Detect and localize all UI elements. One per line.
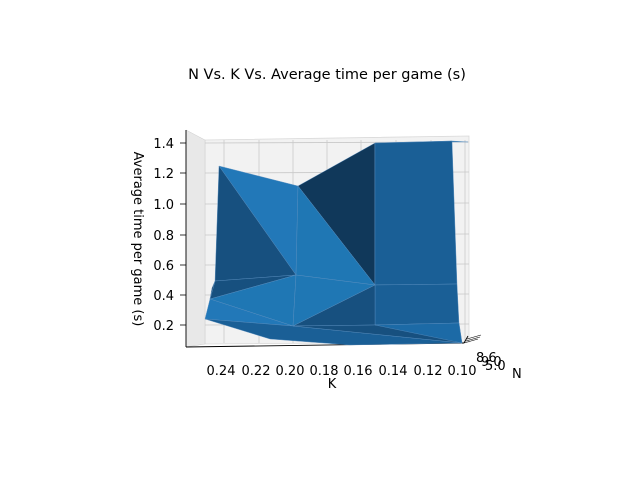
surface-facet: [204, 318, 463, 346]
n-tick-cluster: 9.0: [481, 355, 502, 370]
n-tick-cluster: 5.0: [485, 359, 506, 374]
side-pane: [185, 129, 206, 348]
x-tick-label: 0.18: [310, 364, 339, 379]
x-axis-label: K: [328, 377, 337, 392]
x-tick-label: 0.10: [448, 364, 477, 379]
surface-facet: [374, 322, 463, 344]
z-tick-labels: 0.2 0.4 0.6 0.8 1.0 1.2 1.4: [153, 137, 186, 334]
z-tick-label: 0.4: [153, 289, 174, 304]
x-tick-label: 0.20: [276, 364, 305, 379]
surface-facet: [209, 280, 216, 300]
n-axis-line: [463, 335, 469, 344]
surface-facet: [374, 140, 458, 286]
x-tick-label: 0.24: [207, 364, 236, 379]
x-tick-labels: 0.24 0.22 0.20 0.18 0.16 0.14 0.12 0.10: [207, 364, 477, 379]
chart-title: N Vs. K Vs. Average time per game (s): [188, 67, 466, 83]
x-tick-label: 0.12: [414, 364, 443, 379]
z-axis-label: Average time per game (s): [130, 152, 145, 327]
z-tick-label: 1.2: [153, 167, 174, 182]
z-tick-label: 0.8: [153, 229, 174, 244]
z-tick-label: 1.0: [153, 198, 174, 213]
surface-mesh: [204, 140, 469, 346]
x-tick-label: 0.16: [344, 364, 373, 379]
x-tick-label: 0.14: [379, 364, 408, 379]
n-axis-label: N: [512, 367, 522, 382]
z-tick-label: 1.4: [153, 137, 174, 152]
n-axis-ticks: 8.6 9.0 5.0: [463, 334, 506, 374]
n-tick-cluster: 8.6: [476, 351, 497, 366]
surface-facet: [374, 283, 460, 326]
x-tick-label: 0.22: [242, 364, 271, 379]
z-tick-label: 0.2: [153, 319, 174, 334]
z-tick-label: 0.6: [153, 259, 174, 274]
